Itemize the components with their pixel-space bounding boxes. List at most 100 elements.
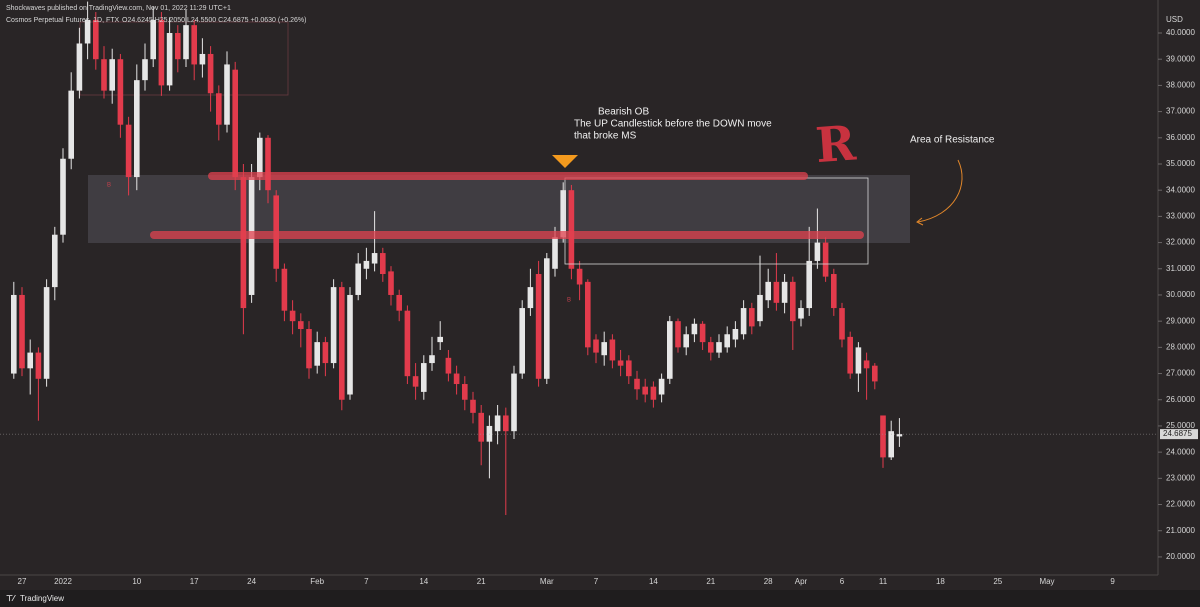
candle-body bbox=[27, 352, 33, 369]
y-tick-label: 40.0000 bbox=[1166, 28, 1195, 37]
candle-body bbox=[798, 308, 804, 319]
candle-body bbox=[773, 281, 780, 303]
candle-body bbox=[650, 386, 657, 400]
candle-body bbox=[831, 274, 837, 309]
y-tick-label: 22.0000 bbox=[1166, 500, 1195, 509]
candle-body bbox=[552, 237, 558, 269]
brand: TradingView bbox=[20, 594, 64, 603]
candle-body bbox=[462, 384, 468, 400]
candle-body bbox=[11, 294, 17, 374]
candle-body bbox=[453, 373, 460, 385]
candle-body bbox=[232, 69, 238, 178]
x-tick-label: 7 bbox=[594, 577, 599, 586]
candle-body bbox=[757, 294, 763, 322]
candle-body bbox=[257, 137, 263, 178]
candle-body bbox=[781, 281, 788, 303]
handwritten-mark: R bbox=[814, 115, 859, 174]
footer-bar bbox=[0, 590, 1200, 607]
candle-body bbox=[527, 287, 534, 309]
ob-marker bbox=[552, 155, 578, 168]
overlay: Bearish OB The UP Candlestick before the… bbox=[107, 107, 995, 304]
candle-body bbox=[585, 281, 591, 348]
x-tick-label: 25 bbox=[993, 577, 1002, 586]
candle-body bbox=[872, 365, 878, 382]
candle-body bbox=[281, 268, 288, 311]
x-tick-label: 9 bbox=[1110, 577, 1115, 586]
candle-body bbox=[445, 357, 452, 374]
ob-line: that broke MS bbox=[574, 131, 637, 142]
x-tick-label: 11 bbox=[879, 577, 888, 586]
candle-body bbox=[265, 137, 271, 191]
x-tick-label: Apr bbox=[795, 577, 808, 586]
candle-body bbox=[855, 347, 862, 374]
b-marker: B bbox=[107, 183, 111, 189]
y-tick-label: 39.0000 bbox=[1166, 54, 1195, 63]
y-tick-label: 32.0000 bbox=[1166, 238, 1195, 247]
x-tick-label: 24 bbox=[247, 577, 256, 586]
candle-body bbox=[806, 260, 812, 309]
candle-body bbox=[158, 19, 165, 86]
candle-body bbox=[191, 25, 197, 65]
candle-body bbox=[740, 308, 747, 335]
candle-body bbox=[60, 158, 66, 235]
candle-body bbox=[183, 25, 189, 60]
candle-body bbox=[437, 336, 443, 343]
candle-body bbox=[675, 321, 681, 348]
y-tick-label: 31.0000 bbox=[1166, 264, 1195, 273]
candle-body bbox=[380, 253, 386, 275]
y-tick-label: 25.0000 bbox=[1166, 421, 1195, 430]
candle-body bbox=[109, 59, 115, 91]
candle-body bbox=[322, 342, 329, 364]
y-tick-label: 37.0000 bbox=[1166, 107, 1195, 116]
y-tick-label: 33.0000 bbox=[1166, 211, 1195, 220]
candle-body bbox=[404, 310, 411, 377]
candle-body bbox=[68, 90, 74, 159]
candle-body bbox=[43, 287, 50, 379]
x-tick-label: 21 bbox=[477, 577, 486, 586]
candle-body bbox=[371, 253, 378, 264]
x-tick-label: 7 bbox=[364, 577, 369, 586]
candle-body bbox=[896, 434, 903, 437]
candle-body bbox=[839, 308, 845, 340]
candle-body bbox=[511, 373, 517, 432]
ob-line: The UP Candlestick before the DOWN move bbox=[574, 119, 772, 130]
x-tick-label: 14 bbox=[649, 577, 658, 586]
candle-body bbox=[298, 321, 304, 330]
y-tick-label: 36.0000 bbox=[1166, 133, 1195, 142]
symbol-title: Cosmos Perpetual Futures, 1D, FTX bbox=[6, 17, 120, 24]
candle-body bbox=[642, 386, 648, 395]
candle-body bbox=[412, 376, 419, 387]
publisher: Shockwaves published on TradingView.com,… bbox=[6, 5, 231, 12]
x-tick-label: 18 bbox=[936, 577, 945, 586]
candle-body bbox=[207, 53, 214, 94]
candle-body bbox=[822, 242, 829, 277]
candle-body bbox=[609, 339, 616, 361]
candle-body bbox=[35, 352, 42, 379]
candle-body bbox=[314, 342, 320, 366]
last-price-box bbox=[1160, 429, 1198, 440]
candle-body bbox=[101, 59, 107, 91]
candle-body bbox=[289, 310, 296, 322]
candle-body bbox=[667, 321, 673, 379]
candle-body bbox=[593, 339, 599, 353]
y-tick-label: 29.0000 bbox=[1166, 316, 1195, 325]
currency: USD bbox=[1166, 15, 1183, 24]
candle-body bbox=[142, 59, 148, 81]
y-tick-label: 27.0000 bbox=[1166, 369, 1195, 378]
y-tick-label: 23.0000 bbox=[1166, 473, 1195, 482]
candle-body bbox=[617, 360, 624, 366]
candle-body bbox=[601, 342, 607, 356]
candle-body bbox=[429, 355, 435, 364]
x-tick-label: Feb bbox=[310, 577, 324, 586]
x-tick-label: 21 bbox=[706, 577, 715, 586]
b-marker: B bbox=[567, 298, 571, 304]
candle-body bbox=[708, 342, 714, 353]
x-tick-label: 10 bbox=[132, 577, 141, 586]
candle-body bbox=[847, 336, 853, 374]
candle-body bbox=[814, 242, 821, 261]
candle-body bbox=[166, 33, 173, 86]
candle-body bbox=[347, 294, 353, 395]
candle-body bbox=[355, 263, 361, 295]
candle-body bbox=[503, 415, 509, 432]
x-tick-label: 14 bbox=[419, 577, 428, 586]
